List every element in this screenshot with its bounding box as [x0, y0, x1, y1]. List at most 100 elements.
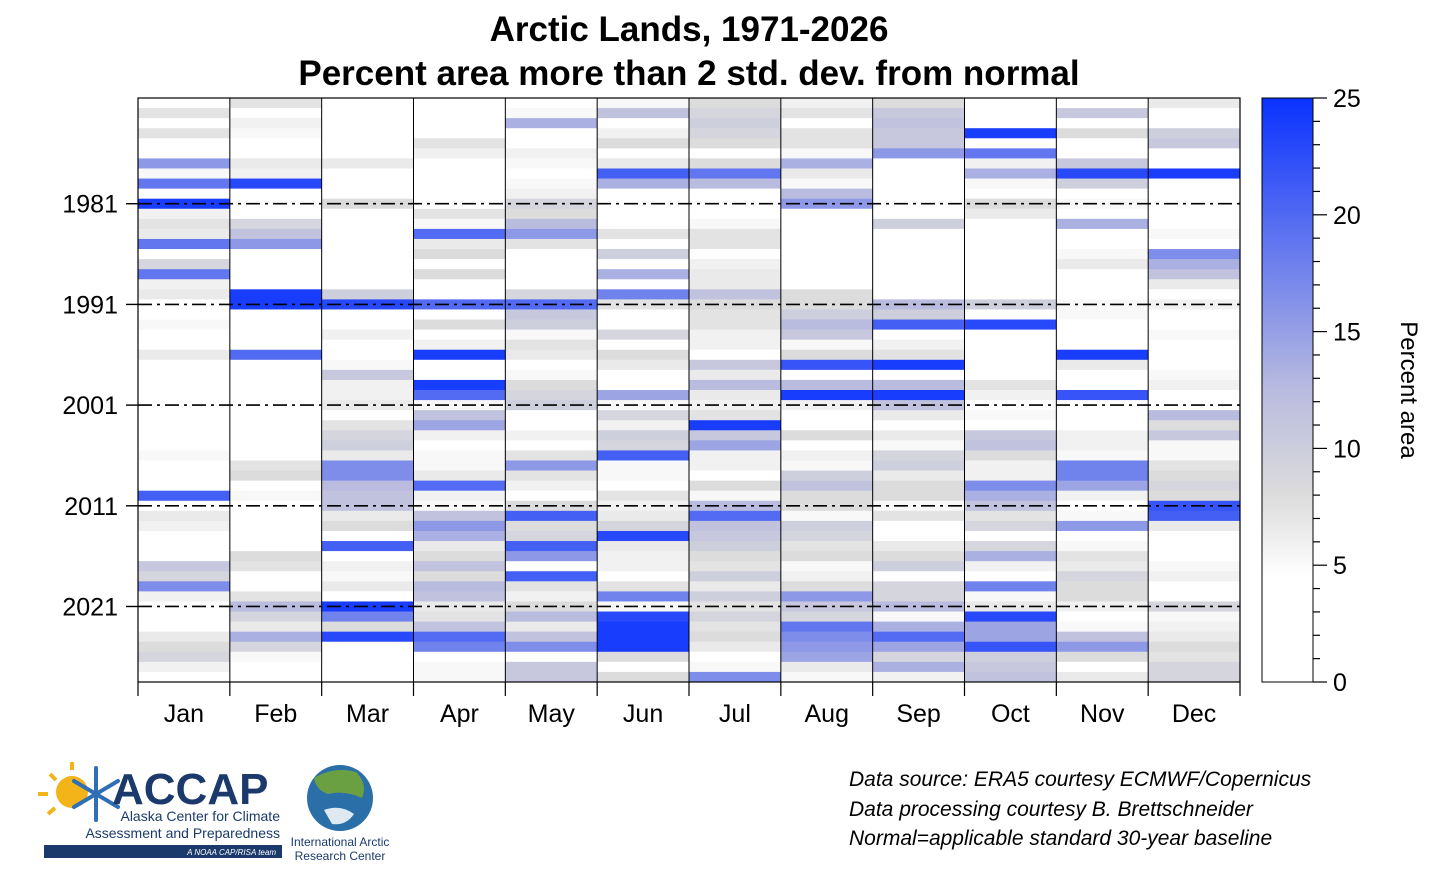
- heatmap-cell: [138, 259, 231, 270]
- heatmap-cell: [321, 631, 414, 643]
- heatmap-cell: [505, 369, 598, 381]
- heatmap-cell: [597, 541, 690, 552]
- heatmap-cell: [1056, 420, 1149, 431]
- heatmap-cell: [597, 108, 690, 119]
- heatmap-cell: [1056, 530, 1149, 542]
- heatmap-cell: [229, 269, 323, 280]
- heatmap-cell: [229, 309, 323, 320]
- heatmap-cell: [321, 671, 414, 683]
- heatmap-cell: [872, 400, 965, 411]
- heatmap-cell: [597, 621, 690, 633]
- heatmap-cell: [1056, 349, 1149, 361]
- heatmap-cell: [138, 228, 231, 240]
- heatmap-cell: [138, 309, 231, 320]
- heatmap-cell: [505, 490, 598, 502]
- heatmap-cell: [964, 218, 1057, 230]
- heatmap-cell: [872, 450, 965, 461]
- heatmap-cell: [964, 480, 1057, 492]
- heatmap-cell: [413, 249, 506, 260]
- heatmap-cell: [413, 269, 506, 280]
- heatmap-cell: [1148, 118, 1241, 129]
- iarc-logo-graphic: International Arctic Research Center: [291, 765, 389, 863]
- heatmap-cell: [780, 631, 874, 643]
- heatmap-cell: [138, 551, 231, 562]
- heatmap-cell: [597, 259, 690, 270]
- heatmap-cell: [964, 249, 1057, 260]
- heatmap-cell: [138, 390, 231, 401]
- heatmap-cell: [1148, 168, 1241, 179]
- heatmap-cell: [597, 561, 690, 572]
- heatmap-cell: [689, 218, 782, 230]
- heatmap-cell: [321, 369, 414, 381]
- heatmap-cell: [321, 420, 414, 431]
- heatmap-cell: [964, 98, 1057, 109]
- heatmap-cell: [964, 561, 1057, 572]
- heatmap-cell: [597, 218, 690, 230]
- heatmap-cell: [138, 651, 231, 663]
- heatmap-cell: [1056, 470, 1149, 482]
- heatmap-cell: [780, 661, 874, 673]
- heatmap-cell: [780, 490, 874, 502]
- heatmap-cell: [413, 520, 506, 532]
- heatmap-cell: [597, 128, 690, 139]
- heatmap-cell: [1148, 661, 1241, 673]
- heatmap-cell: [321, 510, 414, 522]
- heatmap-cell: [1056, 178, 1149, 190]
- heatmap-cell: [1056, 108, 1149, 119]
- heatmap-cell: [138, 108, 231, 119]
- heatmap-cell: [1056, 238, 1149, 250]
- heatmap-cell: [138, 611, 231, 622]
- heatmap-cell: [413, 218, 506, 230]
- heatmap-cell: [413, 188, 506, 200]
- heatmap-cell: [505, 621, 598, 633]
- heatmap-cell: [505, 168, 598, 179]
- heatmap-cell: [321, 541, 414, 552]
- heatmap-cell: [964, 440, 1057, 451]
- heatmap-cell: [872, 390, 965, 401]
- heatmap-cell: [138, 118, 231, 129]
- heatmap-cell: [964, 470, 1057, 482]
- heatmap-cell: [505, 379, 598, 391]
- heatmap-cell: [1056, 138, 1149, 149]
- heatmap-cell: [872, 470, 965, 482]
- heatmap-cell: [229, 561, 323, 572]
- heatmap-cell: [689, 510, 782, 522]
- heatmap-cell: [1148, 530, 1241, 542]
- heatmap-cell: [138, 520, 231, 532]
- heatmap-cell: [872, 440, 965, 451]
- heatmap-cell: [964, 269, 1057, 280]
- heatmap-cell: [1148, 410, 1241, 421]
- heatmap-cell: [1056, 249, 1149, 260]
- heatmap-cell: [964, 410, 1057, 421]
- heatmap-cell: [689, 158, 782, 169]
- heatmap-cell: [1148, 510, 1241, 522]
- heatmap-cell: [780, 581, 874, 592]
- heatmap-cell: [780, 329, 874, 341]
- heatmap-cell: [321, 490, 414, 502]
- heatmap-cell: [964, 178, 1057, 190]
- heatmap-cell: [321, 450, 414, 461]
- heatmap-cell: [872, 651, 965, 663]
- heatmap-cell: [229, 329, 323, 341]
- heatmap-cell: [229, 631, 323, 643]
- heatmap-cell: [597, 158, 690, 169]
- heatmap-cell: [964, 188, 1057, 200]
- heatmap-cell: [229, 571, 323, 582]
- heatmap-cell: [780, 541, 874, 552]
- heatmap-cell: [1148, 480, 1241, 492]
- heatmap-cell: [321, 178, 414, 190]
- heatmap-cell: [321, 158, 414, 169]
- heatmap-cell: [964, 289, 1057, 300]
- heatmap-cell: [229, 671, 323, 683]
- heatmap-cell: [597, 188, 690, 200]
- heatmap-cell: [872, 108, 965, 119]
- y-axis: 1981 1991 2001 2011 2021: [62, 191, 138, 621]
- heatmap-cell: [689, 309, 782, 320]
- heatmap-cell: [321, 611, 414, 622]
- heatmap-cell: [780, 530, 874, 542]
- x-tick-label: Jun: [623, 700, 663, 728]
- x-tick-label: May: [528, 700, 576, 728]
- heatmap-cell: [413, 420, 506, 431]
- heatmap-cell: [689, 661, 782, 673]
- heatmap-cell: [1148, 369, 1241, 381]
